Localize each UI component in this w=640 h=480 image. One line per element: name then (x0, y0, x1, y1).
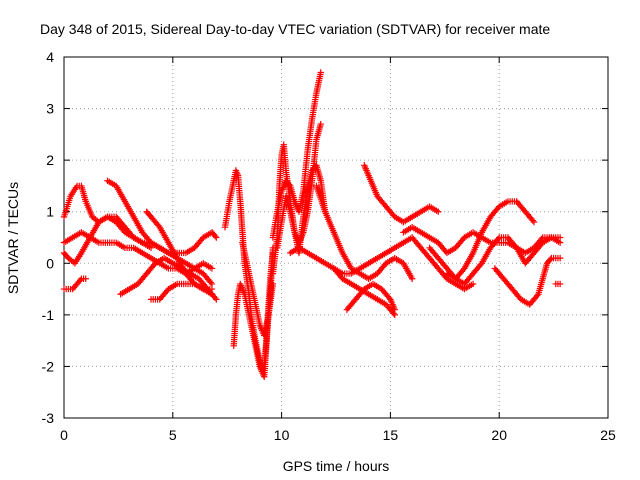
y-tick-label: -3 (42, 410, 55, 426)
series-track-19 (343, 280, 398, 313)
data-point (317, 120, 324, 128)
data-point (435, 208, 442, 215)
x-tick-label: 5 (169, 427, 177, 443)
series-track-4 (60, 275, 89, 293)
data-point (556, 280, 564, 288)
x-tick-label: 10 (274, 427, 290, 443)
data-point (286, 181, 293, 188)
data-point (547, 256, 554, 263)
series-track-23 (491, 254, 564, 308)
y-tick-label: 3 (46, 101, 54, 117)
series-track-24 (552, 280, 564, 288)
data-points (60, 69, 564, 380)
data-point (317, 69, 324, 76)
plot-area-frame (63, 56, 609, 419)
y-tick-label: 2 (46, 152, 54, 168)
data-point (494, 235, 502, 243)
x-tick-label: 0 (60, 427, 68, 443)
data-point (82, 275, 89, 282)
x-tick-label: 20 (491, 427, 507, 443)
series-track-8 (147, 280, 216, 303)
data-point (213, 296, 220, 303)
axis-ticks: 0 5 10 15 20 25 -3 -2 -1 0 1 2 3 4 (42, 49, 616, 443)
data-point (408, 275, 416, 282)
series-track-6 (117, 254, 220, 303)
series-track-5 (104, 177, 220, 257)
data-point (269, 280, 277, 288)
data-point (529, 217, 536, 224)
data-point (208, 265, 216, 272)
data-point (207, 279, 214, 286)
x-tick-label: 25 (600, 427, 616, 443)
data-point (469, 280, 477, 288)
data-point (212, 233, 219, 240)
x-tick-label: 15 (383, 427, 399, 443)
series-track-11 (239, 239, 277, 339)
series-track-13 (269, 69, 324, 241)
series-track-18 (361, 162, 442, 226)
grid-lines (64, 57, 608, 418)
data-point (391, 306, 398, 313)
series-track-21 (426, 198, 538, 282)
y-tick-label: 1 (46, 204, 54, 220)
chart-title: Day 348 of 2015, Sidereal Day-to-day VTE… (40, 21, 550, 37)
data-point (556, 254, 564, 262)
data-point (530, 218, 538, 226)
y-axis-label: SDTVAR / TECUs (5, 182, 21, 294)
data-point (390, 310, 397, 317)
data-point (533, 292, 541, 299)
y-tick-label: -1 (42, 307, 55, 323)
data-point (208, 291, 216, 298)
series-track-10 (230, 249, 277, 380)
series-track-2 (60, 229, 216, 277)
data-point (213, 234, 220, 241)
data-point (556, 234, 564, 241)
series-track-22 (443, 234, 564, 288)
y-tick-label: 0 (46, 255, 54, 271)
series-track-3 (60, 213, 155, 267)
series-track-14 (274, 120, 324, 252)
x-axis-label: GPS time / hours (283, 458, 390, 474)
series-track-15 (287, 244, 398, 319)
y-tick-label: 4 (46, 49, 54, 65)
y-tick-label: -2 (42, 358, 55, 374)
data-point (211, 294, 219, 302)
data-point (76, 277, 84, 284)
